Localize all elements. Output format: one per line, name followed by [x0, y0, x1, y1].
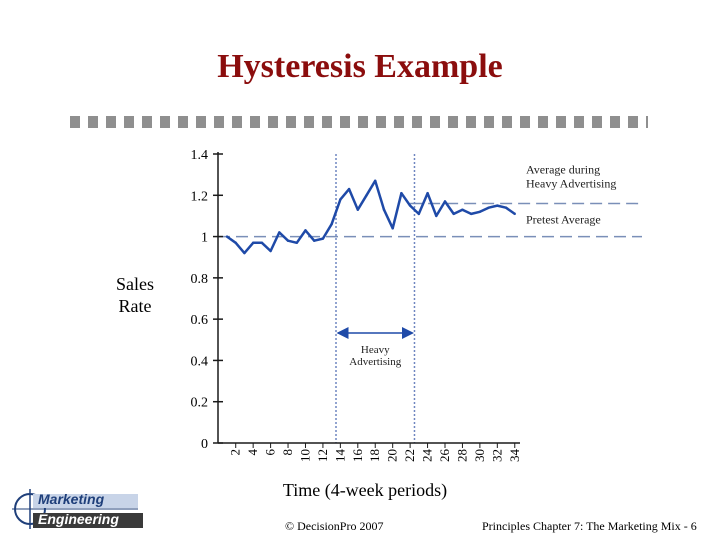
sales-rate-point-15 — [356, 208, 359, 211]
y-tick-label-3: 0.6 — [191, 313, 209, 328]
x-tick-label-3: 8 — [280, 449, 295, 456]
sales-rate-point-10 — [313, 239, 316, 242]
x-tick-label-16: 34 — [507, 449, 522, 463]
heavy-average-label-line2: Heavy Advertising — [526, 177, 616, 191]
sales-rate-point-4 — [260, 241, 264, 244]
sales-rate-point-30 — [487, 206, 490, 209]
x-tick-label-1: 4 — [245, 449, 260, 456]
sales-rate-point-19 — [391, 227, 394, 230]
axes — [213, 152, 520, 448]
x-tick-label-6: 14 — [332, 449, 347, 463]
sales-rate-point-31 — [496, 204, 499, 207]
sales-rate-point-16 — [365, 194, 368, 197]
sales-rate-point-5 — [269, 249, 272, 253]
heavy-average-label-bg — [520, 161, 638, 192]
heavy-advertising-label-line1: Heavy — [361, 344, 390, 356]
x-tick-label-9: 20 — [385, 449, 400, 462]
sales-rate-point-33 — [513, 212, 516, 216]
sales-rate-point-22 — [417, 212, 421, 216]
sales-rate-point-28 — [469, 212, 473, 216]
x-tick-label-8: 18 — [367, 449, 382, 462]
sales-rate-point-0 — [225, 235, 229, 238]
sales-rate-point-13 — [339, 198, 342, 201]
x-tick-label-4: 10 — [297, 449, 312, 462]
x-tick-label-11: 24 — [420, 449, 435, 463]
y-tick-label-4: 0.8 — [191, 272, 209, 287]
logo-word-engineering: Engineering — [38, 511, 119, 527]
sales-rate-point-1 — [234, 241, 237, 244]
y-tick-label-5: 1 — [201, 231, 208, 246]
x-tick-label-7: 16 — [350, 449, 365, 463]
sales-rate-point-7 — [286, 239, 290, 242]
heavy-advertising-label-line2: Advertising — [349, 356, 401, 368]
sales-rate-point-12 — [330, 222, 333, 226]
x-tick-label-14: 30 — [472, 449, 487, 462]
sales-rate-point-17 — [374, 179, 377, 183]
footer-copyright: © DecisionPro 2007 — [285, 519, 384, 533]
sales-rate-point-26 — [452, 212, 455, 216]
sales-rate-point-21 — [408, 204, 412, 207]
heavy-advertising-annotation — [335, 154, 416, 443]
y-axis-title-line2: Rate — [118, 296, 152, 316]
sales-rate-point-6 — [278, 231, 281, 234]
sales-rate-point-23 — [426, 192, 429, 195]
sales-rate-point-29 — [478, 210, 482, 213]
reference-lines — [218, 161, 642, 238]
title-separator — [70, 116, 648, 128]
sales-rate-point-27 — [461, 208, 464, 211]
sales-rate-point-8 — [295, 241, 298, 244]
sales-rate-series-line — [226, 179, 516, 255]
y-tick-label-7: 1.4 — [191, 148, 209, 163]
sales-rate-point-25 — [443, 200, 447, 203]
marketing-engineering-logo: Marketing Engineering — [8, 486, 148, 532]
y-tick-label-1: 0.2 — [191, 396, 209, 411]
y-tick-label-0: 0 — [201, 437, 208, 452]
sales-rate-point-11 — [321, 237, 325, 240]
sales-rate-point-20 — [400, 192, 403, 195]
pretest-label-bg — [520, 212, 638, 227]
x-tick-label-0: 2 — [228, 449, 243, 456]
logo-word-marketing: Marketing — [38, 491, 105, 507]
sales-rate-point-32 — [504, 206, 508, 209]
sales-rate-point-18 — [382, 208, 386, 211]
y-tick-label-6: 1.2 — [191, 189, 209, 204]
sales-rate-point-2 — [243, 251, 246, 255]
pretest-average-label: Pretest Average — [526, 213, 601, 227]
x-tick-label-12: 26 — [437, 449, 452, 463]
heavy-average-label-line1: Average during — [526, 163, 600, 177]
logo-emblem-icon — [12, 489, 143, 529]
sales-rate-point-24 — [435, 214, 438, 218]
x-tick-label-15: 32 — [489, 449, 504, 462]
x-tick-label-10: 22 — [402, 449, 417, 462]
series-group — [225, 179, 516, 255]
x-tick-label-5: 12 — [315, 449, 330, 462]
y-axis-title: Sales Rate — [105, 273, 165, 317]
x-tick-label-2: 6 — [263, 449, 278, 456]
sales-rate-point-14 — [347, 187, 351, 191]
sales-rate-point-9 — [304, 229, 307, 232]
x-axis-title: Time (4-week periods) — [282, 480, 448, 500]
y-tick-label-2: 0.4 — [191, 354, 209, 369]
footer-page-info: Principles Chapter 7: The Marketing Mix … — [482, 519, 697, 533]
sales-rate-point-3 — [251, 241, 255, 244]
chart-labels: 00.20.40.60.811.21.42 4 6 8 10 12 14 16 18 20 22 24… — [191, 148, 617, 462]
slide-title: Hysteresis Example — [217, 48, 503, 85]
x-tick-label-13: 28 — [454, 449, 469, 462]
y-axis-title-line1: Sales — [116, 274, 154, 294]
